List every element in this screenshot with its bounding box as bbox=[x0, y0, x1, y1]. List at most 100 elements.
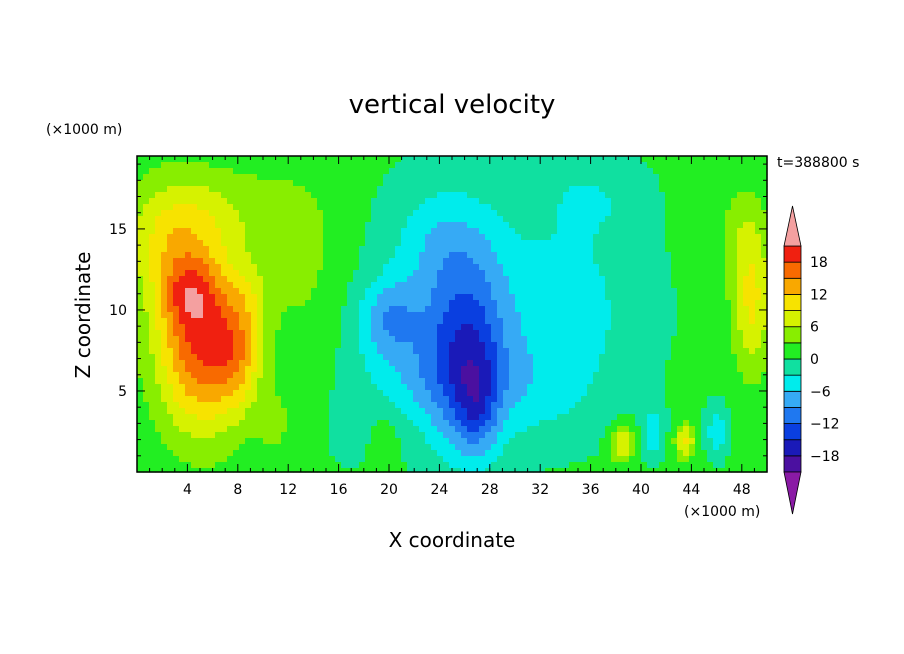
field-cell bbox=[509, 318, 516, 325]
field-cell bbox=[569, 228, 576, 235]
field-cell bbox=[221, 180, 228, 187]
field-cell bbox=[311, 156, 318, 163]
field-cell bbox=[143, 420, 150, 427]
field-cell bbox=[449, 312, 456, 319]
field-cell bbox=[353, 270, 360, 277]
field-cell bbox=[737, 162, 744, 169]
field-cell bbox=[479, 366, 486, 373]
field-cell bbox=[161, 258, 168, 265]
field-cell bbox=[221, 162, 228, 169]
field-cell bbox=[155, 222, 162, 229]
field-cell bbox=[221, 420, 228, 427]
field-cell bbox=[395, 270, 402, 277]
field-cell bbox=[179, 186, 186, 193]
field-cell bbox=[749, 204, 756, 211]
field-cell bbox=[251, 330, 258, 337]
field-cell bbox=[599, 312, 606, 319]
field-cell bbox=[605, 390, 612, 397]
field-cell bbox=[731, 402, 738, 409]
field-cell bbox=[431, 390, 438, 397]
field-cell bbox=[515, 258, 522, 265]
field-cell bbox=[191, 330, 198, 337]
field-cell bbox=[185, 276, 192, 283]
field-cell bbox=[659, 324, 666, 331]
field-cell bbox=[419, 360, 426, 367]
field-cell bbox=[401, 288, 408, 295]
field-cell bbox=[257, 432, 264, 439]
field-cell bbox=[335, 216, 342, 223]
field-cell bbox=[653, 348, 660, 355]
field-cell bbox=[311, 372, 318, 379]
field-cell bbox=[635, 300, 642, 307]
field-cell bbox=[641, 294, 648, 301]
field-cell bbox=[413, 300, 420, 307]
field-cell bbox=[377, 198, 384, 205]
field-cell bbox=[413, 348, 420, 355]
field-cell bbox=[671, 312, 678, 319]
field-cell bbox=[479, 270, 486, 277]
field-cell bbox=[695, 402, 702, 409]
field-cell bbox=[587, 324, 594, 331]
field-cell bbox=[167, 180, 174, 187]
field-cell bbox=[731, 192, 738, 199]
field-cell bbox=[629, 348, 636, 355]
field-cell bbox=[437, 174, 444, 181]
field-cell bbox=[281, 324, 288, 331]
field-cell bbox=[641, 372, 648, 379]
field-cell bbox=[395, 366, 402, 373]
field-cell bbox=[491, 180, 498, 187]
field-cell bbox=[383, 402, 390, 409]
field-cell bbox=[299, 348, 306, 355]
field-cell bbox=[581, 378, 588, 385]
field-cell bbox=[395, 402, 402, 409]
field-cell bbox=[221, 312, 228, 319]
field-cell bbox=[707, 384, 714, 391]
field-cell bbox=[173, 360, 180, 367]
field-cell bbox=[383, 390, 390, 397]
field-cell bbox=[491, 252, 498, 259]
field-cell bbox=[683, 354, 690, 361]
field-cell bbox=[245, 390, 252, 397]
field-cell bbox=[695, 372, 702, 379]
field-cell bbox=[731, 324, 738, 331]
field-cell bbox=[239, 210, 246, 217]
field-cell bbox=[683, 240, 690, 247]
field-cell bbox=[761, 360, 768, 367]
field-cell bbox=[749, 228, 756, 235]
field-cell bbox=[485, 306, 492, 313]
field-cell bbox=[305, 180, 312, 187]
field-cell bbox=[665, 378, 672, 385]
field-cell bbox=[299, 330, 306, 337]
field-cell bbox=[323, 354, 330, 361]
field-cell bbox=[641, 258, 648, 265]
field-cell bbox=[263, 240, 270, 247]
field-cell bbox=[455, 372, 462, 379]
field-cell bbox=[407, 180, 414, 187]
field-cell bbox=[395, 438, 402, 445]
field-cell bbox=[317, 192, 324, 199]
field-cell bbox=[743, 414, 750, 421]
field-cell bbox=[155, 312, 162, 319]
field-cell bbox=[719, 186, 726, 193]
field-cell bbox=[743, 432, 750, 439]
field-cell bbox=[335, 420, 342, 427]
field-cell bbox=[677, 186, 684, 193]
field-cell bbox=[461, 258, 468, 265]
field-cell bbox=[599, 288, 606, 295]
field-cell bbox=[437, 390, 444, 397]
field-cell bbox=[677, 252, 684, 259]
field-cell bbox=[413, 156, 420, 163]
field-cell bbox=[239, 174, 246, 181]
field-cell bbox=[335, 408, 342, 415]
field-cell bbox=[173, 318, 180, 325]
field-cell bbox=[287, 282, 294, 289]
field-cell bbox=[461, 318, 468, 325]
field-cell bbox=[167, 354, 174, 361]
field-cell bbox=[173, 348, 180, 355]
field-cell bbox=[593, 276, 600, 283]
field-cell bbox=[185, 264, 192, 271]
field-cell bbox=[491, 306, 498, 313]
field-cell bbox=[305, 234, 312, 241]
field-cell bbox=[665, 204, 672, 211]
field-cell bbox=[335, 294, 342, 301]
